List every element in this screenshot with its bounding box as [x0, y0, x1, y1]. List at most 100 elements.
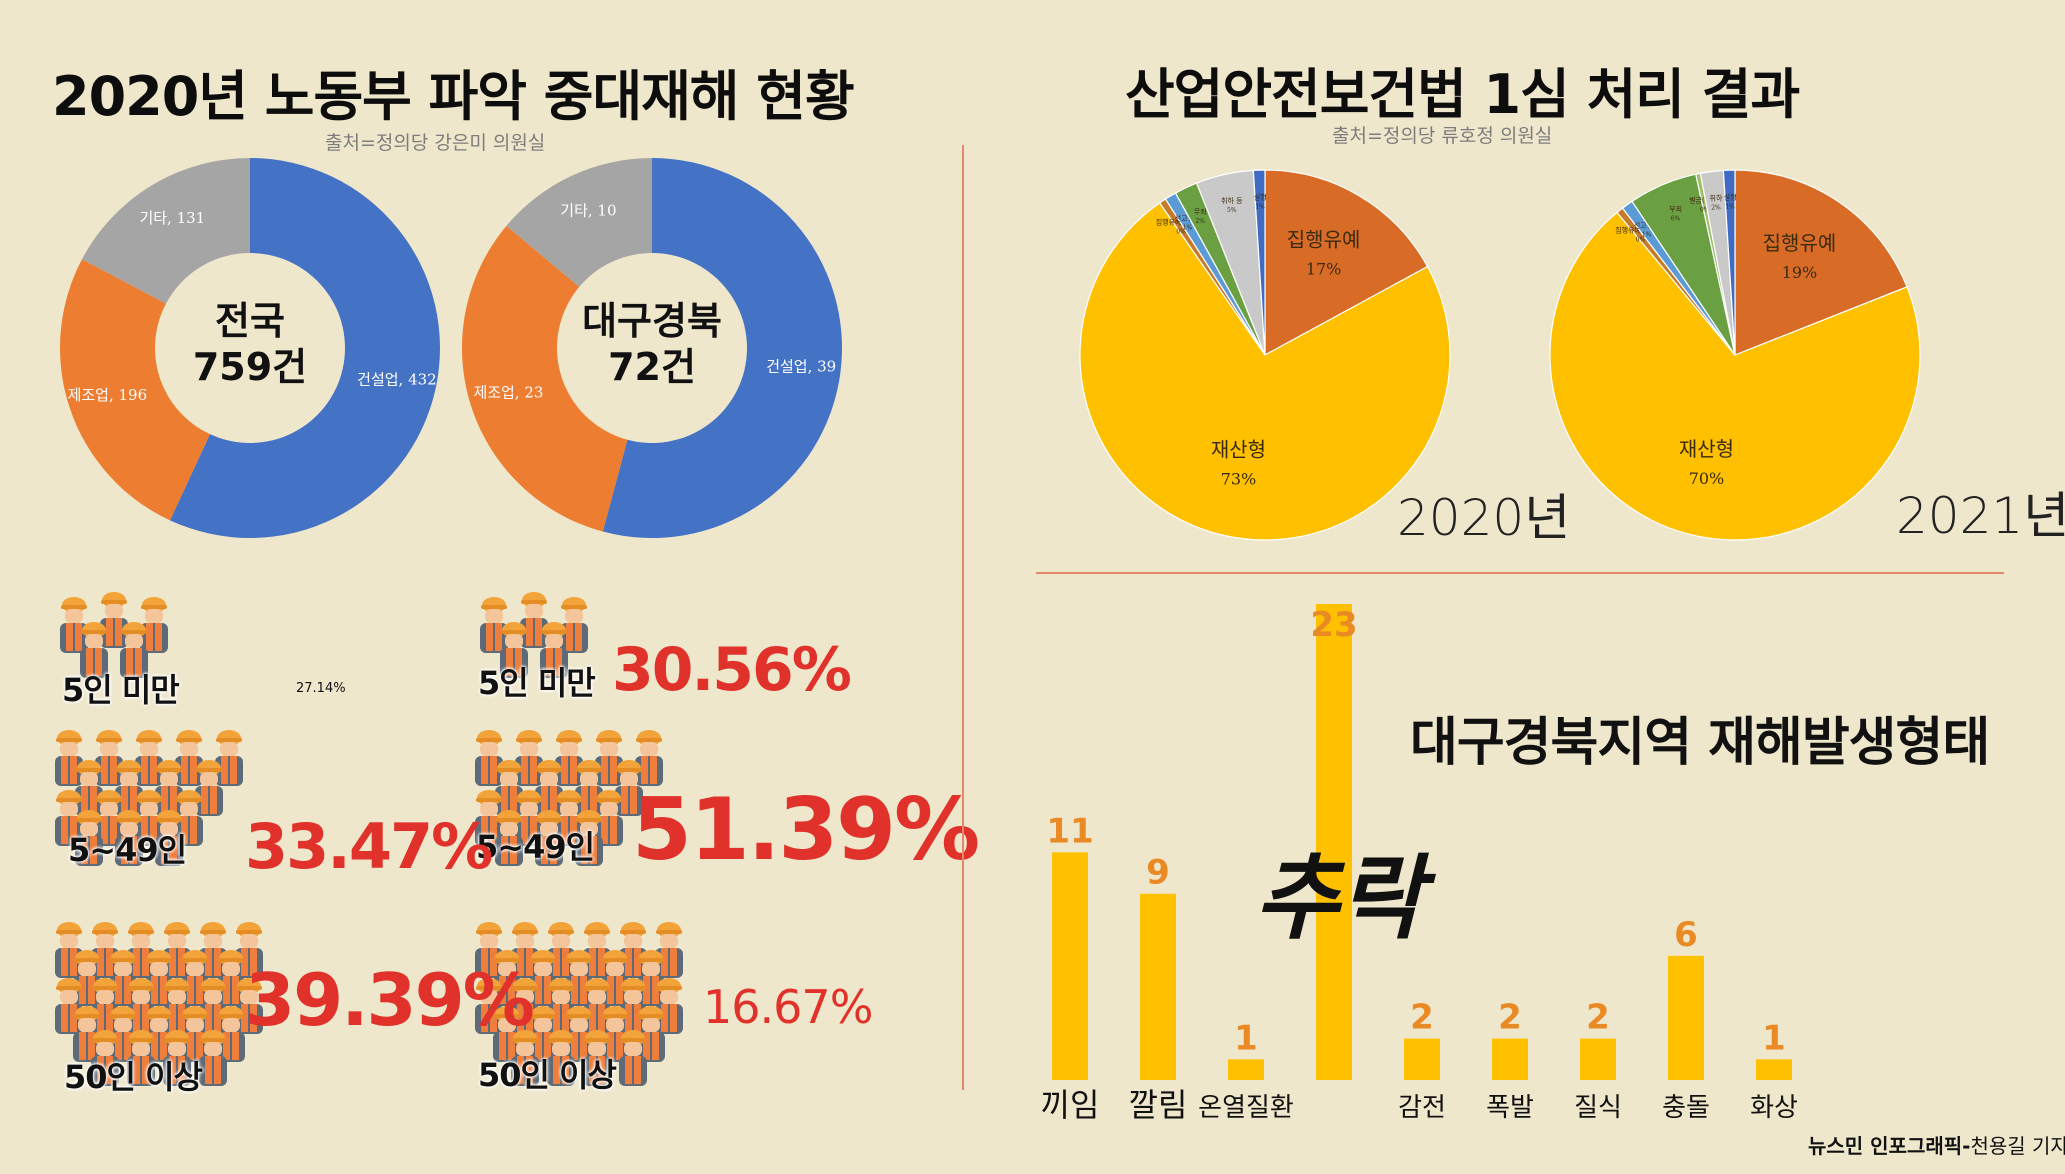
credit-line: 뉴스민 인포그래픽-천용길 기자	[1808, 1130, 2065, 1159]
year-label-2021: 2021년	[1896, 487, 2065, 545]
pct-small-national: 27.14%	[296, 681, 346, 696]
donut-daegu-slice-1	[462, 225, 628, 532]
bar-category-질식: 질식	[1574, 1093, 1622, 1123]
bar-화상	[1756, 1059, 1792, 1080]
pie-2021-slice-0	[1734, 169, 1908, 356]
vertical-divider	[962, 145, 964, 1090]
pie-2020-pct-5: 5%	[1227, 207, 1237, 214]
horizontal-divider	[1036, 572, 2004, 574]
pie-2021-pct-2: 0%	[1636, 236, 1646, 243]
bar-value-충돌: 6	[1674, 915, 1698, 955]
left-title: 2020년 노동부 파악 중대재해 현황	[52, 65, 855, 128]
pie-2021-slice-7	[1722, 169, 1736, 356]
pie-2020-label-4: 무죄	[1194, 207, 1207, 216]
pie-2021-label-4: 무죄	[1669, 204, 1682, 213]
pct-large-national: 39.39%	[245, 958, 535, 1042]
bar-chart-accident-types: 11 끼임 9 깔림 1 온열질환 23 추락 2 감전 2 폭발 2 질식 6 충돌 1 화상	[1041, 604, 1798, 1124]
pie-2020-pct-6: 1%	[1255, 203, 1265, 210]
bar-value-깔림: 9	[1146, 853, 1170, 893]
pie-2021-pct-7: 1%	[1725, 203, 1735, 210]
donut-national-center-line1: 전국	[215, 299, 285, 343]
bar-chart-title: 대구경북지역 재해발생형태	[1410, 713, 1990, 773]
bar-질식	[1580, 1038, 1616, 1080]
donut-daegu-slice-2	[506, 158, 652, 287]
right-top-title: 산업안전보건법 1심 처리 결과	[1125, 63, 1800, 126]
pie-2021-label-0: 집행유예	[1763, 231, 1837, 255]
year-label-2020: 2020년	[1397, 489, 1571, 547]
donut-daegu-center: 대구경북 72건	[552, 298, 752, 390]
pct-medium-national: 33.47%	[245, 810, 493, 883]
donut-daegu-slice-label-1: 제조업, 23	[473, 383, 543, 401]
bar-value-질식: 2	[1586, 998, 1610, 1038]
pie-2021-pct-0: 19%	[1782, 263, 1818, 282]
donut-daegu-center-line1: 대구경북	[582, 299, 722, 343]
pie-2020-slice-1	[1079, 202, 1451, 541]
donut-daegu-center-line2: 72건	[608, 345, 696, 389]
row-label-large-daegu: 50인 이상	[478, 1056, 617, 1094]
pie-2020-pct-0: 17%	[1306, 259, 1342, 278]
donut-national-slice-label-2: 기타, 131	[139, 209, 205, 227]
pie-2021-label-6: 취하	[1710, 193, 1723, 202]
pct-large-daegu: 16.67%	[703, 980, 873, 1034]
bar-깔림	[1140, 893, 1176, 1080]
pie-2021-label-3: 선고유예	[1634, 221, 1660, 230]
donut-national-slice-2	[82, 158, 250, 304]
credit-org: 뉴스민 인포그래픽-	[1808, 1134, 1971, 1158]
bar-category-화상: 화상	[1750, 1093, 1798, 1123]
donut-chart-daegu: 건설업, 39 제조업, 23 기타, 10	[462, 158, 842, 538]
pie-2020-pct-1: 73%	[1221, 470, 1257, 489]
credit-author: 천용길 기자	[1970, 1134, 2065, 1158]
pie-2021-pct-5: 0%	[1700, 206, 1710, 213]
pie-2020-pct-4: 2%	[1195, 218, 1205, 225]
bar-온열질환	[1228, 1059, 1264, 1080]
pct-medium-daegu: 51.39%	[632, 780, 980, 880]
donut-national-slice-label-1: 제조업, 196	[68, 386, 148, 404]
donut-national-slice-1	[60, 259, 210, 521]
pie-2021-pct-3: 1%	[1642, 232, 1652, 239]
bar-감전	[1404, 1038, 1440, 1080]
pie-2020-label-3: 선고유예	[1175, 214, 1201, 223]
pie-2021-pct-6: 2%	[1711, 204, 1721, 211]
bar-category-충돌: 충돌	[1662, 1093, 1710, 1123]
pie-chart-2021: 집행유예19%재산형70%집행유예(재산형)0%선고유예1%무죄6%벌금(병과)…	[1549, 169, 1921, 541]
bar-category-추락: 추락	[1254, 845, 1437, 952]
pie-2020-label-0: 집행유예	[1287, 227, 1361, 251]
donut-daegu-slice-label-0: 건설업, 39	[766, 358, 836, 376]
bar-충돌	[1668, 955, 1704, 1080]
bar-category-깔림: 깔림	[1129, 1086, 1188, 1124]
pct-small-daegu: 30.56%	[612, 635, 852, 705]
left-source: 출처=정의당 강은미 의원실	[325, 132, 546, 154]
donut-national-slice-0	[169, 158, 440, 538]
pie-2021-label-1: 재산형	[1679, 437, 1734, 461]
donut-national-slice-label-0: 건설업, 432	[357, 370, 437, 388]
bar-value-화상: 1	[1762, 1018, 1786, 1058]
donut-national-center-line2: 759건	[192, 345, 308, 389]
bar-category-온열질환: 온열질환	[1198, 1093, 1294, 1123]
bar-value-끼임: 11	[1046, 811, 1093, 851]
pie-2020-slice-6	[1252, 169, 1266, 356]
pie-2021-pct-1: 70%	[1689, 469, 1725, 488]
row-label-medium-national: 5~49인	[68, 831, 187, 869]
row-label-medium-daegu: 5~49인	[476, 828, 595, 866]
pie-2021-slice-1	[1549, 211, 1921, 541]
pie-2020-slice-0	[1264, 169, 1429, 357]
bar-value-추락: 23	[1310, 605, 1357, 645]
row-label-small-national: 5인 미만	[62, 671, 180, 709]
pie-2021-pct-4: 6%	[1671, 215, 1681, 222]
pie-2020-label-6: 실형	[1254, 192, 1267, 201]
pie-2020-pct-2: 0%	[1176, 229, 1186, 236]
bar-value-감전: 2	[1410, 998, 1434, 1038]
bar-category-끼임: 끼임	[1041, 1086, 1100, 1124]
donut-chart-national: 건설업, 432 제조업, 196 기타, 131	[60, 158, 440, 538]
pie-2020-pct-3: 1%	[1183, 225, 1193, 232]
bar-끼임	[1052, 852, 1088, 1080]
bar-폭발	[1492, 1038, 1528, 1080]
bar-value-온열질환: 1	[1234, 1018, 1258, 1058]
pie-2020-label-5: 취하 등	[1221, 196, 1243, 205]
pie-2020-label-1: 재산형	[1211, 438, 1266, 462]
donut-national-center: 전국 759건	[150, 298, 350, 390]
bar-category-감전: 감전	[1398, 1093, 1446, 1123]
pie-2021-label-7: 실형	[1724, 192, 1737, 201]
row-label-small-daegu: 5인 미만	[478, 664, 596, 702]
